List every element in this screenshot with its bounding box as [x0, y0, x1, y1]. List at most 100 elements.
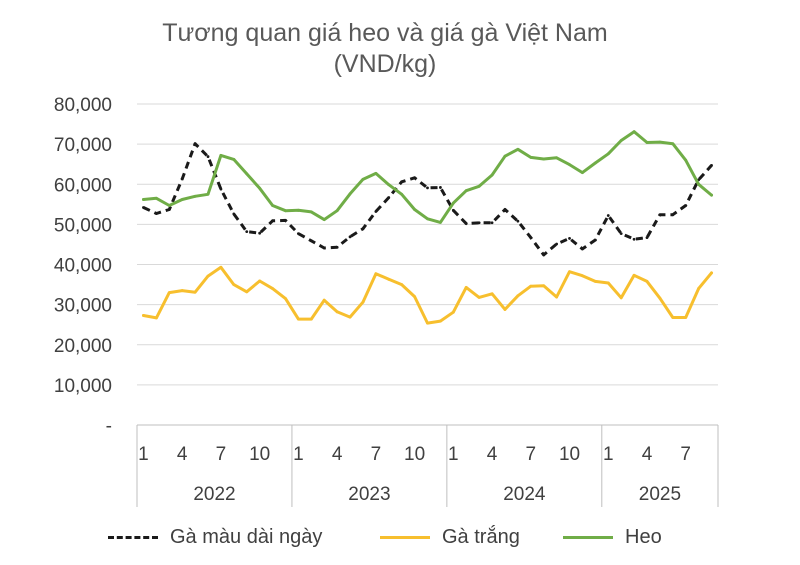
data-point	[697, 287, 701, 290]
data-point	[180, 177, 184, 181]
data-point	[516, 219, 520, 223]
data-point	[555, 156, 559, 160]
legend-item-ga-trang: Gà trắng	[380, 522, 520, 552]
data-point	[671, 316, 675, 319]
data-point	[284, 209, 287, 213]
data-point	[387, 196, 391, 199]
data-point	[413, 295, 416, 298]
year-label: 2022	[193, 484, 235, 505]
series-line	[142, 130, 713, 224]
data-point	[142, 198, 145, 201]
x-tick-label: 1	[603, 444, 614, 465]
data-point	[439, 220, 442, 224]
data-point	[464, 285, 468, 289]
data-point	[167, 204, 171, 207]
data-point	[180, 289, 184, 292]
data-point	[374, 172, 378, 175]
data-point	[658, 140, 662, 144]
data-point	[309, 210, 313, 214]
data-point	[606, 281, 610, 285]
data-point	[142, 314, 145, 317]
data-point	[464, 222, 468, 225]
data-point	[581, 274, 584, 278]
data-point	[219, 265, 223, 269]
y-tick-label: 70,000	[54, 135, 112, 156]
data-point	[348, 235, 352, 239]
data-point	[245, 290, 249, 294]
data-point	[451, 310, 455, 314]
legend-item-heo: Heo	[563, 522, 662, 552]
legend: Gà màu dài ngày Gà trắng Heo	[0, 522, 800, 552]
data-point	[645, 236, 649, 240]
x-tick-label: 10	[559, 444, 580, 465]
chart-title-line: Tương quan giá heo và giá gà Việt Nam	[162, 19, 608, 47]
data-point	[464, 189, 468, 193]
data-point	[503, 208, 507, 211]
data-point	[154, 196, 158, 200]
data-point	[529, 155, 533, 159]
data-point	[219, 187, 223, 191]
data-point	[296, 232, 300, 236]
data-point	[593, 161, 597, 165]
data-point	[245, 230, 249, 233]
y-tick-label: 10,000	[54, 376, 112, 397]
data-point	[451, 208, 455, 212]
legend-swatch-ga-trang	[380, 535, 430, 539]
data-point	[154, 212, 158, 215]
data-point	[361, 227, 365, 231]
data-point	[232, 157, 236, 161]
data-point	[322, 218, 326, 221]
data-point	[490, 173, 494, 177]
data-point	[193, 194, 197, 198]
data-point	[568, 163, 571, 166]
x-tick-label: 10	[249, 444, 270, 465]
chart-subtitle: (VND/kg)	[333, 50, 437, 78]
data-point	[413, 176, 416, 180]
data-point	[258, 186, 262, 190]
data-point	[684, 158, 688, 162]
legend-swatch-ga-mau	[108, 535, 158, 539]
data-point	[206, 274, 210, 278]
data-point	[232, 212, 236, 216]
data-point	[284, 297, 287, 301]
data-point	[400, 180, 404, 184]
x-tick-label: 1	[138, 444, 149, 465]
data-point	[568, 270, 571, 274]
data-point	[645, 279, 649, 283]
data-point	[154, 316, 158, 320]
data-point	[529, 284, 533, 288]
x-tick-label: 7	[525, 444, 536, 465]
data-point	[555, 242, 559, 246]
x-tick-label: 1	[293, 444, 304, 465]
data-point	[426, 321, 429, 325]
data-point	[180, 198, 184, 201]
data-point	[671, 213, 675, 217]
data-point	[555, 295, 559, 299]
data-point	[477, 296, 481, 299]
year-label: 2024	[503, 484, 546, 505]
data-point	[516, 147, 520, 151]
data-point	[593, 279, 597, 283]
data-point	[619, 139, 623, 142]
x-axis: 1 4 7 10 1 4 7 10 1 4 7 10 1 4 7 2022 2023 2024 2025	[136, 424, 719, 507]
x-tick-label: 4	[177, 444, 188, 465]
data-point	[710, 193, 713, 197]
data-point	[542, 253, 546, 257]
y-tick-label: 60,000	[54, 175, 112, 196]
x-tick-label: 10	[404, 444, 425, 465]
data-point	[658, 213, 662, 217]
data-point	[193, 290, 197, 294]
data-point	[400, 192, 404, 196]
data-point	[606, 152, 610, 156]
legend-label-heo: Heo	[625, 525, 662, 548]
data-point	[335, 209, 339, 213]
data-point	[684, 316, 688, 319]
data-point	[219, 153, 223, 157]
data-point	[206, 155, 210, 158]
x-tick-label: 7	[371, 444, 382, 465]
data-point	[581, 171, 584, 175]
data-point	[413, 208, 416, 211]
series-group	[142, 142, 713, 257]
data-point	[361, 178, 365, 181]
